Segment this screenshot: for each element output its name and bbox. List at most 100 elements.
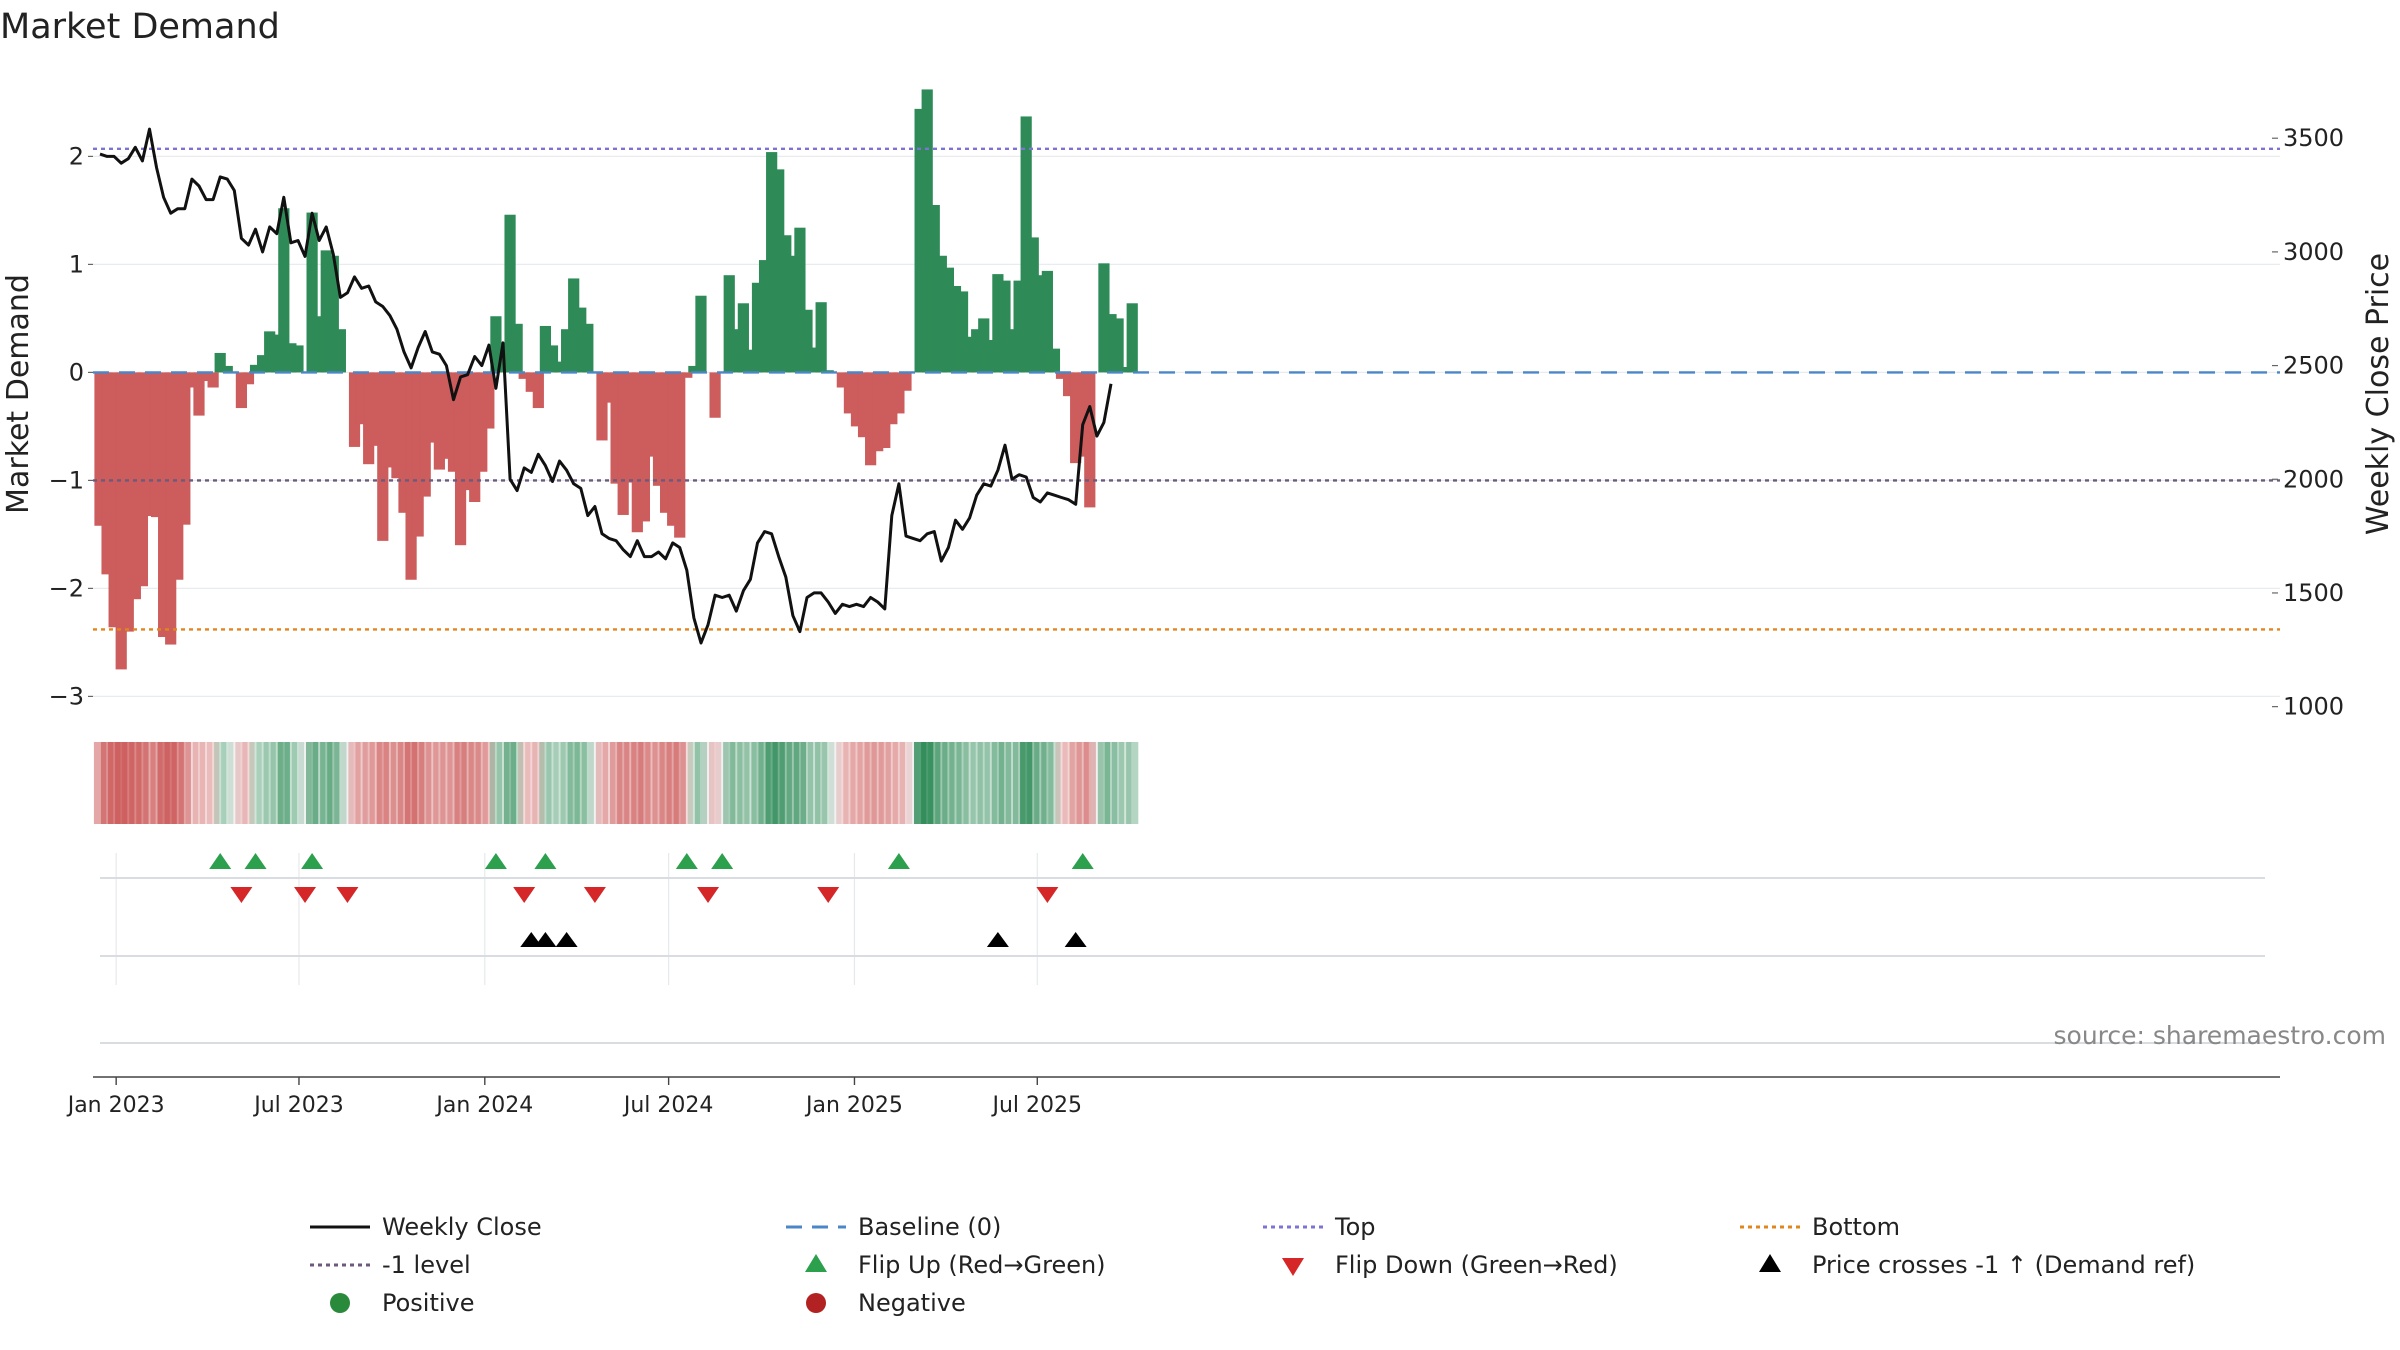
- demand-bar-positive: [221, 365, 233, 373]
- demand-bar-positive: [1020, 116, 1032, 373]
- demand-heat-strip: [93, 742, 1139, 824]
- heat-cell: [518, 742, 531, 824]
- heat-cell: [242, 742, 255, 824]
- demand-bar-positive: [942, 267, 954, 373]
- demand-bar-positive: [568, 278, 580, 373]
- legend-label: Bottom: [1812, 1213, 1900, 1241]
- demand-bar-positive: [285, 343, 297, 373]
- demand-bar-positive: [1041, 270, 1053, 373]
- heat-cell: [277, 742, 290, 824]
- demand-bar-positive: [504, 214, 516, 373]
- demand-bar-negative: [1077, 372, 1089, 457]
- demand-bar-negative: [165, 372, 177, 645]
- demand-bar-negative: [532, 372, 544, 409]
- heat-cell: [871, 742, 884, 824]
- demand-bar-positive: [327, 255, 339, 373]
- demand-bar-negative: [1062, 372, 1075, 397]
- heat-cell: [263, 742, 276, 824]
- heat-cell: [829, 742, 842, 824]
- heat-cell: [348, 742, 361, 824]
- heat-cell: [1097, 742, 1111, 824]
- heat-cell: [489, 742, 503, 824]
- heat-cell: [1041, 742, 1054, 824]
- demand-bar-negative: [101, 372, 113, 575]
- demand-bar-positive: [971, 329, 983, 373]
- heat-cell: [419, 742, 432, 824]
- demand-bar-negative: [483, 372, 495, 429]
- signal-markers: [100, 853, 2265, 1044]
- heat-cell: [1005, 742, 1019, 824]
- demand-bar-negative: [235, 372, 247, 409]
- demand-bar-negative: [1055, 372, 1068, 379]
- heat-cell: [800, 742, 814, 824]
- demand-bar-negative: [370, 372, 382, 446]
- heat-cell: [723, 742, 736, 824]
- heat-cell: [1027, 742, 1040, 824]
- heat-cell: [376, 742, 389, 824]
- heat-cell: [708, 742, 722, 824]
- heat-cell: [199, 742, 213, 824]
- legend-label: Weekly Close: [382, 1213, 542, 1241]
- legend-label: Positive: [382, 1289, 475, 1317]
- legend-item: Weekly Close: [310, 1213, 542, 1241]
- demand-bar-positive: [511, 323, 523, 373]
- demand-bar-positive: [257, 355, 269, 373]
- demand-bar-positive: [553, 361, 566, 373]
- flip-up-marker: [675, 853, 698, 869]
- axes: 2 1 0 −1 −2 −3 3500 3000 2500 2000 1500 1000 Market …: [1, 124, 2396, 720]
- ytick-left-label: −1: [49, 466, 84, 494]
- demand-bar-positive: [1126, 303, 1138, 373]
- heat-cell: [284, 742, 297, 824]
- demand-bar-positive: [949, 286, 962, 373]
- heat-cell: [815, 742, 828, 824]
- heat-cell: [1062, 742, 1075, 824]
- xtick-label: Jan 2024: [434, 1093, 533, 1118]
- xtick-label: Jul 2024: [622, 1093, 714, 1118]
- demand-bar-negative: [122, 372, 134, 632]
- demand-bar-negative: [667, 372, 679, 526]
- heat-cell: [850, 742, 863, 824]
- demand-bar-negative: [242, 372, 255, 385]
- demand-bar-positive: [1013, 280, 1025, 373]
- heat-cell: [836, 742, 849, 824]
- demand-bar-positive: [1098, 263, 1110, 373]
- demand-bar-positive: [744, 349, 757, 373]
- price-cross-marker: [1064, 932, 1087, 947]
- heat-cell: [687, 742, 700, 824]
- legend-label: Top: [1334, 1213, 1376, 1241]
- demand-bar-negative: [596, 372, 608, 441]
- ytick-left-label: 1: [69, 250, 84, 278]
- heat-cell: [567, 742, 580, 824]
- legend-item: Flip Down (Green→Red): [1282, 1251, 1618, 1279]
- demand-bar-positive: [801, 309, 813, 373]
- heat-cell: [949, 742, 962, 824]
- demand-bar-negative: [454, 372, 467, 546]
- demand-bar-positive: [1006, 329, 1018, 373]
- demand-bar-positive: [737, 303, 749, 373]
- demand-bar-positive: [730, 329, 742, 373]
- demand-bar-negative: [476, 372, 488, 472]
- demand-bar-positive: [808, 347, 820, 373]
- ytick-right-label: 2500: [2283, 352, 2344, 380]
- heat-cell: [737, 742, 750, 824]
- demand-bar-negative: [363, 372, 375, 465]
- xtick-label: Jan 2025: [804, 1093, 903, 1118]
- heat-cell: [595, 742, 609, 824]
- demand-bar-positive: [1048, 348, 1061, 373]
- demand-bar-negative: [348, 372, 361, 447]
- demand-bar-positive: [978, 318, 990, 373]
- demand-bar-negative: [836, 372, 848, 388]
- heat-cell: [320, 742, 333, 824]
- y-axis-left-label: Market Demand: [1, 274, 36, 514]
- ytick-right-label: 1000: [2283, 693, 2344, 721]
- heat-cell: [581, 742, 594, 824]
- legend-item: Top: [1263, 1213, 1376, 1241]
- demand-bar-negative: [419, 372, 431, 497]
- heat-cell: [1048, 742, 1061, 824]
- legend-swatch-down-triangle: [1282, 1258, 1304, 1276]
- demand-bar-positive: [688, 365, 700, 373]
- heat-cell: [1090, 742, 1103, 824]
- heat-cell: [1126, 742, 1139, 824]
- heat-cell: [751, 742, 764, 824]
- flip-up-marker: [534, 853, 557, 869]
